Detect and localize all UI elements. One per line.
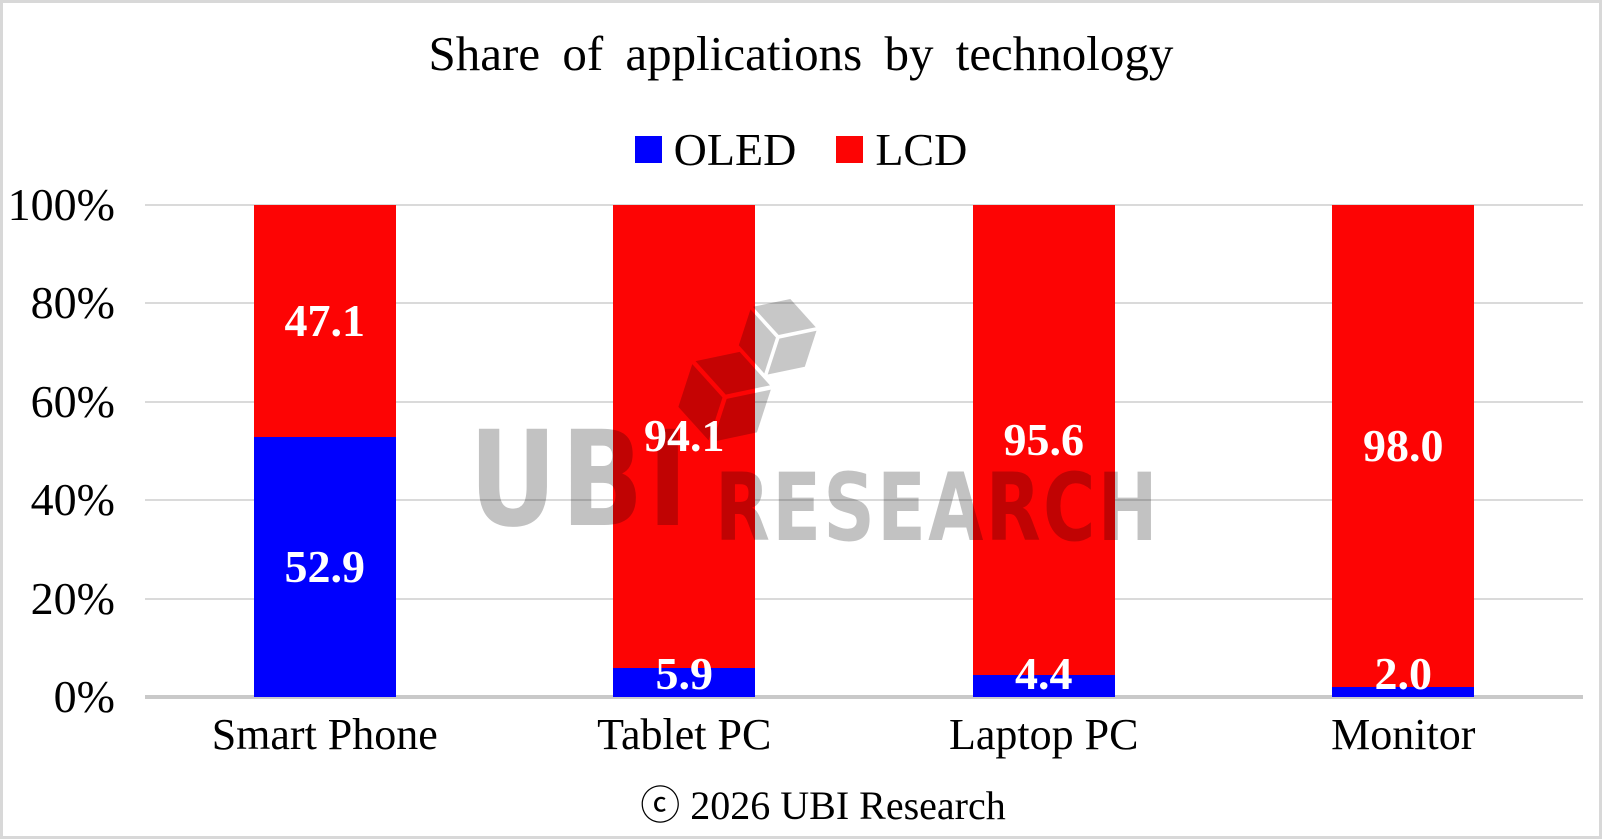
legend-label: LCD xyxy=(875,124,968,175)
x-axis-line xyxy=(145,695,1583,699)
x-axis-category-label: Smart Phone xyxy=(211,710,438,759)
x-axis-category-label: Tablet PC xyxy=(597,710,772,759)
data-label-lcd: 94.1 xyxy=(644,410,725,462)
x-axis-category-label: Monitor xyxy=(1331,710,1476,759)
data-label-oled: 5.9 xyxy=(655,648,714,699)
bar-segment-lcd-laptop-pc xyxy=(972,205,1115,676)
legend-swatch-lcd-icon xyxy=(836,136,864,163)
legend-swatch-oled-icon xyxy=(634,136,662,163)
bar-segment-oled-laptop-pc xyxy=(972,675,1115,697)
x-axis-category-label: Laptop PC xyxy=(949,710,1139,759)
copyright: ⓒ 2026 UBI Research xyxy=(640,783,1006,828)
data-label-lcd: 98.0 xyxy=(1363,420,1444,472)
gridline xyxy=(145,499,1583,502)
bar-segment-lcd-tablet-pc xyxy=(613,205,756,668)
gridline xyxy=(145,400,1583,403)
legend-item-lcd: LCD xyxy=(836,123,967,176)
bar-segment-oled-smart-phone xyxy=(253,436,396,697)
data-label-oled: 2.0 xyxy=(1374,648,1433,699)
y-axis-tick-label: 100% xyxy=(7,179,115,230)
legend-label: OLED xyxy=(673,124,797,175)
y-axis-tick-label: 20% xyxy=(30,572,115,624)
chart-title: Share of applications by technology xyxy=(428,26,1174,81)
data-label-lcd: 47.1 xyxy=(284,294,366,346)
y-axis-tick-label: 60% xyxy=(30,375,115,427)
gridline xyxy=(145,302,1583,305)
bar-segment-lcd-monitor xyxy=(1332,205,1475,688)
y-axis-tick-label: 80% xyxy=(30,277,115,329)
gridline xyxy=(145,597,1583,600)
gridline xyxy=(145,204,1583,206)
legend: OLED LCD xyxy=(3,123,1599,176)
data-label-oled: 52.9 xyxy=(284,540,366,592)
legend-item-oled: OLED xyxy=(634,123,797,176)
y-axis-tick-label: 40% xyxy=(30,474,115,526)
bar-segment-oled-tablet-pc xyxy=(613,667,756,697)
y-axis-tick-label: 0% xyxy=(53,671,115,722)
bar-segment-lcd-smart-phone xyxy=(253,205,396,437)
data-label-lcd: 95.6 xyxy=(1003,414,1085,466)
data-label-oled: 4.4 xyxy=(1015,648,1073,699)
bar-segment-oled-monitor xyxy=(1332,687,1475,697)
